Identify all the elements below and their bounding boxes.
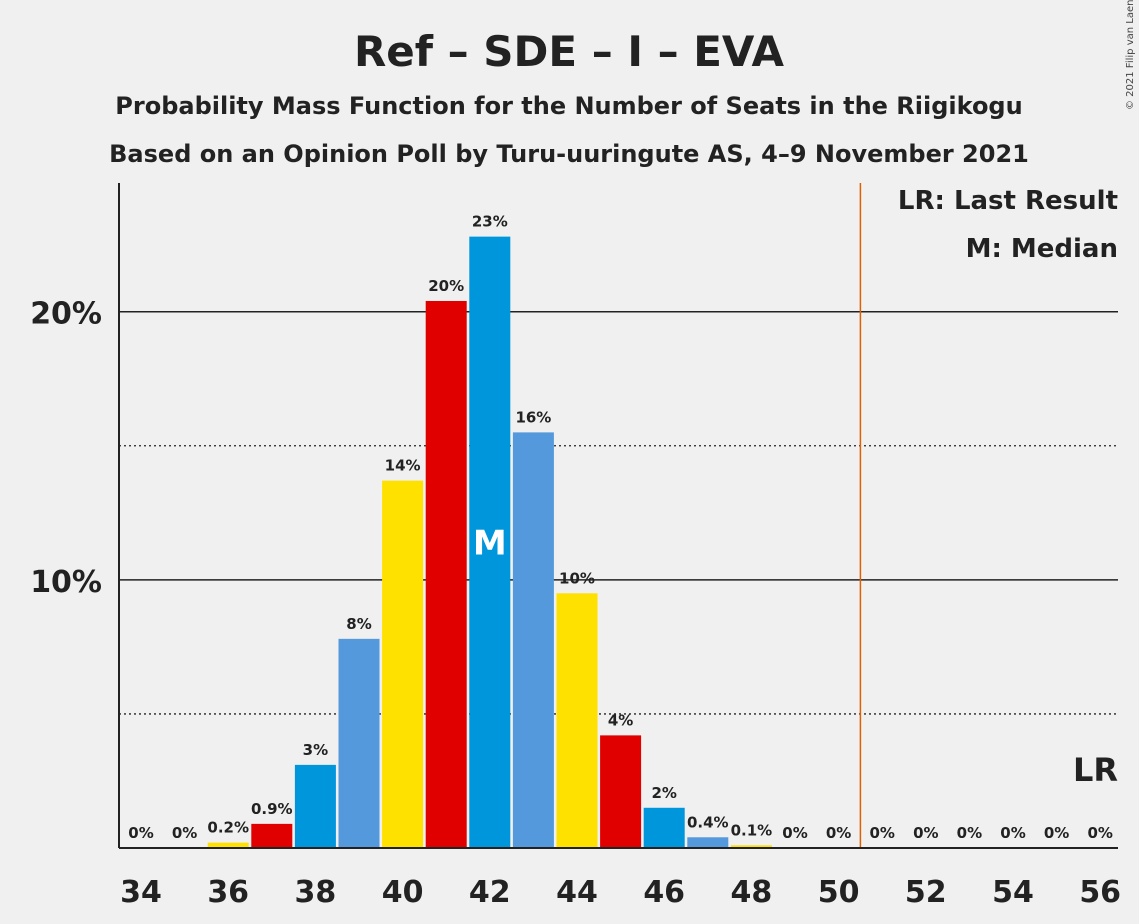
- chart-title: Ref – SDE – I – EVA: [354, 27, 785, 76]
- data-label-53: 0%: [957, 824, 982, 842]
- bar-36: [207, 842, 249, 848]
- data-label-45: 4%: [608, 711, 633, 729]
- x-tick-label: 44: [556, 875, 598, 910]
- bar-40: [382, 480, 424, 848]
- data-label-39: 8%: [346, 615, 371, 633]
- data-label-40: 14%: [385, 457, 421, 475]
- bar-41: [425, 300, 467, 848]
- data-label-41: 20%: [428, 277, 464, 295]
- x-tick-label: 46: [643, 875, 685, 910]
- data-label-47: 0.4%: [687, 813, 729, 831]
- median-marker: M: [473, 523, 507, 563]
- data-label-36: 0.2%: [207, 819, 249, 837]
- x-tick-label: 50: [818, 875, 860, 910]
- data-labels: 0% 0% 0.2%0.9%3%8%14%20%23%16%10%4%2%0.4% 0…: [128, 213, 1113, 842]
- bar-38: [294, 764, 336, 848]
- chart-subtitle-2: Based on an Opinion Poll by Turu-uuringu…: [109, 140, 1029, 168]
- x-tick-label: 56: [1079, 875, 1121, 910]
- bars: [207, 236, 772, 848]
- copyright: © 2021 Filip van Laenen: [1125, 0, 1136, 110]
- bar-44: [556, 593, 598, 848]
- bar-42: [469, 236, 511, 848]
- bar-43: [512, 432, 554, 848]
- data-label-34: 0%: [128, 824, 153, 842]
- y-tick-label: 20%: [30, 297, 102, 332]
- bar-48: [730, 845, 772, 848]
- data-label-49: 0%: [782, 824, 807, 842]
- bar-39: [338, 638, 380, 848]
- x-tick-label: 54: [992, 875, 1034, 910]
- bar-45: [600, 735, 642, 848]
- x-tick-label: 36: [207, 875, 249, 910]
- y-axis-ticks: 10% 20%: [30, 297, 102, 600]
- x-tick-label: 40: [382, 875, 424, 910]
- last-result-marker: LR: [1073, 751, 1118, 789]
- y-tick-label: 10%: [30, 565, 102, 600]
- data-label-56: 0%: [1087, 824, 1112, 842]
- data-label-38: 3%: [303, 741, 328, 759]
- x-tick-label: 52: [905, 875, 947, 910]
- data-label-44: 10%: [559, 569, 595, 587]
- bar-47: [687, 837, 729, 848]
- data-label-46: 2%: [651, 784, 676, 802]
- x-axis-ticks: 34 36 38 40 42 44 46 48 50 52 54 56: [120, 875, 1121, 910]
- data-label-52: 0%: [913, 824, 938, 842]
- data-label-43: 16%: [515, 408, 551, 426]
- data-label-35: 0%: [172, 824, 197, 842]
- x-tick-label: 34: [120, 875, 162, 910]
- data-label-37: 0.9%: [251, 800, 293, 818]
- data-label-48: 0.1%: [731, 821, 773, 839]
- x-tick-label: 38: [295, 875, 337, 910]
- data-label-50: 0%: [826, 824, 851, 842]
- legend-last-result: LR: Last Result: [898, 186, 1118, 216]
- x-tick-label: 48: [731, 875, 773, 910]
- chart-subtitle-1: Probability Mass Function for the Number…: [115, 92, 1022, 120]
- data-label-51: 0%: [869, 824, 894, 842]
- data-label-55: 0%: [1044, 824, 1069, 842]
- bar-46: [643, 807, 685, 848]
- gridlines: [119, 310, 1118, 715]
- x-tick-label: 42: [469, 875, 511, 910]
- data-label-42: 23%: [472, 213, 508, 231]
- data-label-54: 0%: [1000, 824, 1025, 842]
- bar-37: [251, 823, 293, 848]
- legend-median: M: Median: [966, 234, 1118, 264]
